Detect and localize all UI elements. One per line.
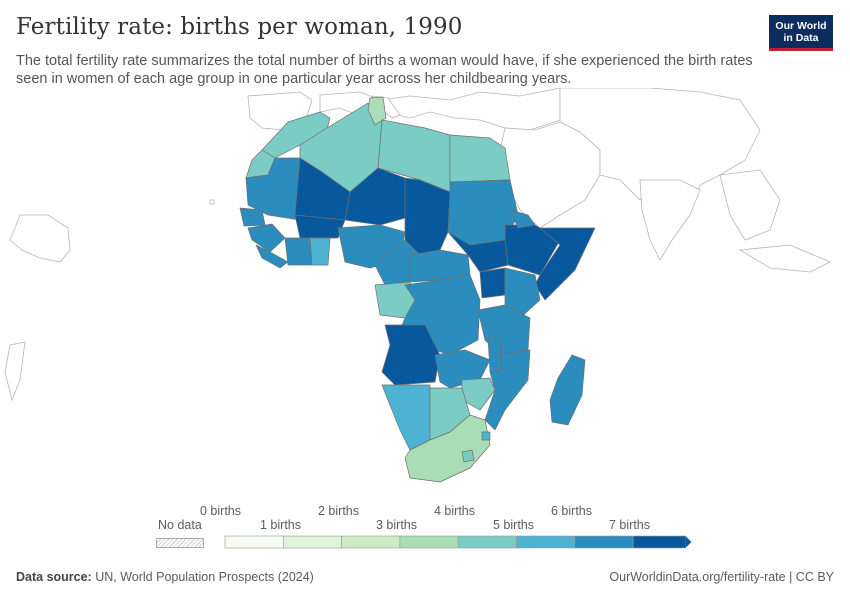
landmass-southeast-asia [719, 169, 781, 241]
landmass-indonesia [738, 244, 831, 273]
country-namibia [381, 384, 431, 451]
country-sierra-leone-liberia [255, 244, 289, 269]
country-kenya [504, 267, 541, 319]
legend-bin[interactable] [632, 535, 686, 549]
legend-bin[interactable] [399, 535, 459, 549]
country-tunisia [367, 96, 387, 126]
country-uganda [479, 267, 506, 299]
landmass-south-america [9, 214, 71, 263]
landmass-madagascar-islands [209, 199, 215, 205]
logo-line-2: in Data [783, 32, 819, 44]
legend-bottom-label: 7 births [609, 518, 650, 532]
footer-url[interactable]: OurWorldinData.org/fertility-rate | CC B… [609, 570, 834, 584]
country-ivory-coast [284, 237, 313, 266]
legend-bottom-label: 1 births [260, 518, 301, 532]
legend-bottom-label: 5 births [493, 518, 534, 532]
legend-bin[interactable] [574, 535, 634, 549]
legend-top-label: 4 births [434, 504, 475, 518]
legend-bin[interactable] [516, 535, 576, 549]
footer-source: Data source: UN, World Population Prospe… [16, 570, 314, 584]
country-senegal [239, 207, 266, 227]
country-south-africa [404, 414, 491, 483]
country-madagascar [549, 354, 586, 426]
legend-arrow [685, 536, 692, 548]
legend-top-label: 6 births [551, 504, 592, 518]
legend-bottom-label: 3 births [376, 518, 417, 532]
country-burkina-faso [294, 214, 346, 239]
color-legend: No data 0 births 2 births 4 births 6 bir… [0, 500, 850, 560]
legend-color-bar [224, 535, 692, 549]
legend-no-data-label: No data [158, 518, 202, 532]
country-ghana [309, 237, 331, 266]
owid-logo[interactable]: Our World in Data [769, 15, 833, 51]
footer-source-label: Data source: [16, 570, 92, 584]
fertility-map [4, 88, 831, 483]
chart-title: Fertility rate: births per woman, 1990 [16, 14, 463, 40]
legend-bin[interactable] [224, 535, 284, 549]
landmass-india [639, 179, 701, 261]
country-angola [381, 324, 441, 386]
country-egypt [449, 134, 511, 183]
legend-bin[interactable] [341, 535, 401, 549]
legend-bin[interactable] [457, 535, 517, 549]
country-eritrea [509, 209, 536, 229]
country-lesotho [461, 449, 475, 463]
country-mozambique [484, 349, 531, 431]
legend-top-label: 0 births [200, 504, 241, 518]
chart-subtitle: The total fertility rate summarizes the … [16, 53, 753, 87]
country-somalia [534, 227, 596, 301]
logo-line-1: Our World [775, 20, 827, 32]
footer-source-text: UN, World Population Prospects (2024) [95, 570, 314, 584]
legend-bin[interactable] [282, 535, 342, 549]
country-chad [404, 177, 451, 256]
africa-countries [239, 96, 596, 483]
legend-top-label: 2 births [318, 504, 359, 518]
country-eswatini [481, 431, 491, 441]
country-guinea [247, 223, 286, 253]
landmass-south-america-lower [4, 341, 26, 402]
legend-no-data-swatch[interactable] [156, 538, 204, 548]
